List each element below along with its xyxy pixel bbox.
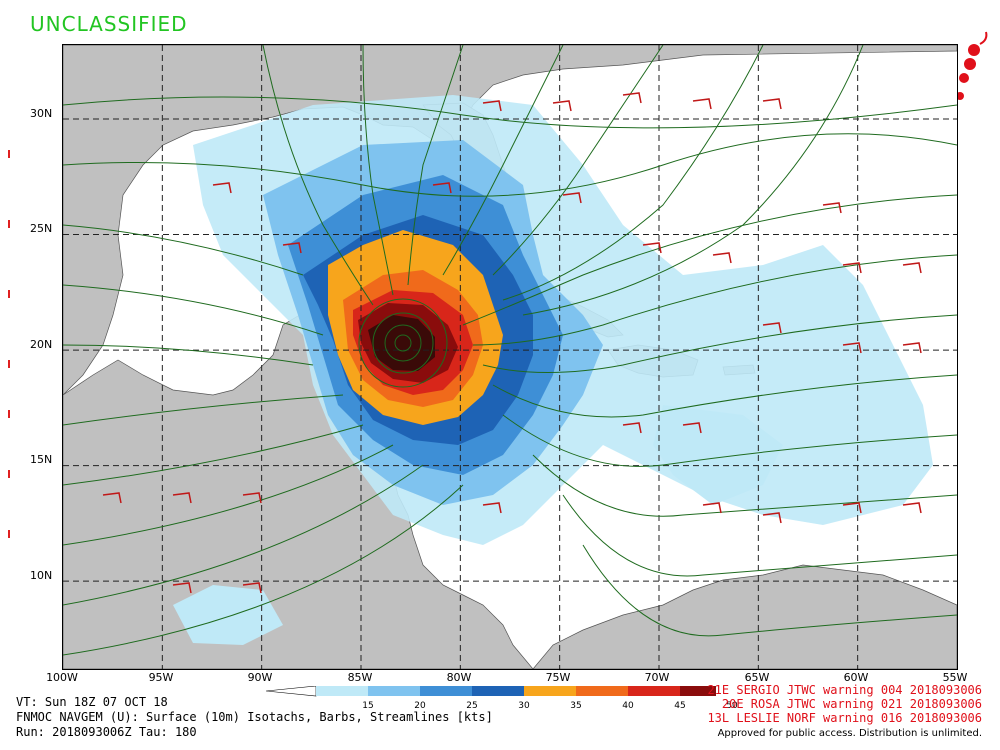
edge-marker [8,530,10,538]
classification-label: UNCLASSIFIED [30,12,188,36]
product-description: FNMOC NAVGEM (U): Surface (10m) Isotachs… [16,710,493,724]
edge-marker [8,220,10,228]
lon-label-75w: 75W [545,671,571,684]
legend-swatch [524,686,576,696]
graticule [63,45,957,669]
warning-sergio: 21E SERGIO JTWC warning 004 2018093006 [707,683,982,697]
legend-tick-label: 25 [466,701,478,711]
legend-swatch [680,686,716,696]
edge-marker [8,150,10,158]
isotach-15-east [653,405,783,505]
legend-tick-label: 35 [570,701,582,711]
edge-marker [8,360,10,368]
edge-marker [8,410,10,418]
lat-label-20n: 20N [30,338,53,351]
lat-label-25n: 25N [30,222,53,235]
legend-swatch [316,686,368,696]
run-info: Run: 2018093006Z Tau: 180 [16,725,197,739]
legend-tick-label: 15 [362,701,374,711]
legend-swatch [576,686,628,696]
lon-label-90w: 90W [247,671,273,684]
legend-end-low [266,686,317,697]
lat-label-10n: 10N [30,569,53,582]
legend-swatch [368,686,420,696]
legend-swatch [628,686,680,696]
storm-spiral [358,298,448,388]
warning-rosa: 20E ROSA JTWC warning 021 2018093006 [721,697,982,711]
legend-tick-label: 20 [414,701,426,711]
valid-time: VT: Sun 18Z 07 OCT 18 [16,695,168,709]
lon-label-100w: 100W [46,671,78,684]
storm-symbol-icon [956,31,988,100]
lon-label-95w: 95W [148,671,174,684]
map-canvas [63,45,957,669]
lon-label-85w: 85W [347,671,373,684]
legend-swatch [472,686,524,696]
legend-tick-label: 40 [622,701,634,711]
lon-label-70w: 70W [644,671,670,684]
edge-marker [8,470,10,478]
isotach-layer [173,95,933,645]
edge-marker [8,290,10,298]
legend-swatch [420,686,472,696]
isotach-15-sw [173,585,283,645]
lon-label-65w: 65W [744,671,770,684]
weather-map[interactable] [62,44,958,670]
isotach-legend [266,686,716,697]
isotach-core [368,315,435,371]
lat-label-15n: 15N [30,453,53,466]
warning-leslie: 13L LESLIE NORF warning 016 2018093006 [707,711,982,725]
distribution-statement: Approved for public access. Distribution… [717,728,982,739]
lon-label-60w: 60W [843,671,869,684]
legend-tick-label: 45 [674,701,686,711]
legend-tick-label: 30 [518,701,530,711]
south-america-landmass [532,564,957,669]
lon-label-55w: 55W [942,671,968,684]
legend-tick-label: 50 [726,701,738,711]
lat-label-30n: 30N [30,107,53,120]
streamline-layer [63,45,957,656]
lon-label-80w: 80W [446,671,472,684]
wind-barb-layer [102,92,922,594]
